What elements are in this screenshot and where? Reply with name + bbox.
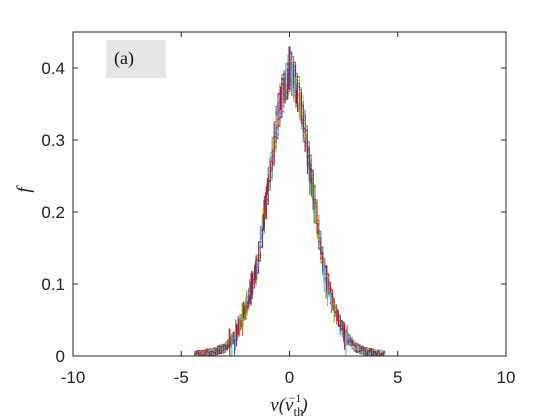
- x-tick-label: 0: [285, 368, 294, 387]
- y-tick-label: 0.3: [41, 131, 65, 150]
- panel-label-box: (a): [106, 40, 166, 78]
- y-axis-ticks: 0 0.1 0.2 0.3 0.4: [41, 59, 506, 366]
- x-tick-label: 5: [393, 368, 402, 387]
- x-tick-label: -5: [174, 368, 189, 387]
- y-tick-label: 0.4: [41, 59, 65, 78]
- x-axis-label-sup: −1: [289, 391, 302, 405]
- y-tick-label: 0: [56, 347, 65, 366]
- panel-label: (a): [114, 48, 134, 69]
- x-tick-label: -10: [61, 368, 86, 387]
- y-tick-label: 0.2: [41, 203, 65, 222]
- x-axis-label-close: ): [300, 395, 307, 416]
- x-tick-label: 10: [497, 368, 516, 387]
- y-axis-label: f: [14, 185, 35, 193]
- x-axis-ticks: -10 -5 0 5 10: [61, 32, 516, 387]
- distribution-traces: [94, 46, 485, 357]
- x-axis-label: v(vth−1): [270, 391, 307, 419]
- x-axis-label-sub: th: [293, 404, 304, 419]
- y-tick-label: 0.1: [41, 275, 65, 294]
- x-axis-label-main: v(v: [270, 395, 294, 416]
